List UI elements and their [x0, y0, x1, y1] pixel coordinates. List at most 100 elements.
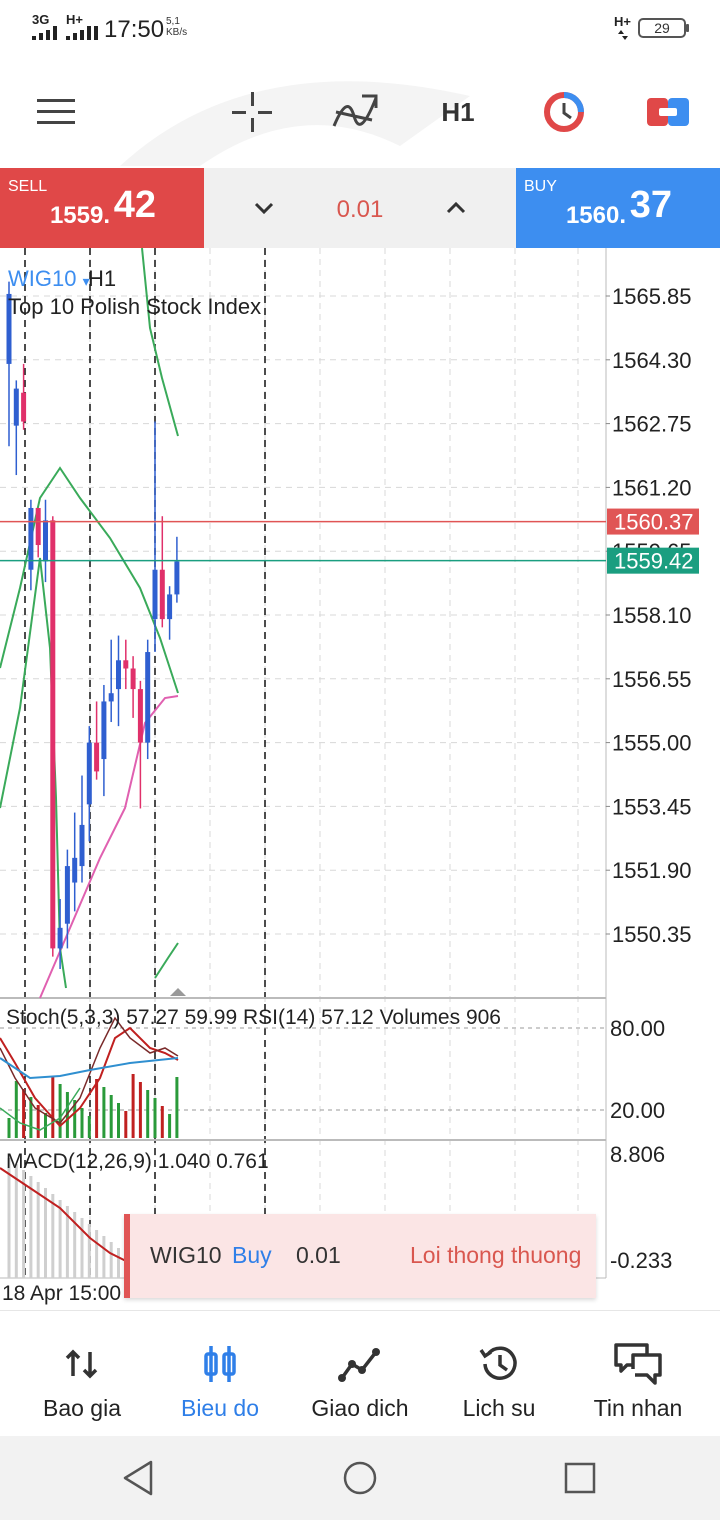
chart-symbol-selector[interactable]: WIG10 ▾: [8, 266, 90, 292]
toast-symbol: WIG10: [150, 1242, 222, 1268]
hamburger-menu-icon: [37, 99, 75, 124]
price-axis-label: 1555.00: [612, 731, 692, 756]
network-speed: 5,1 KB/s: [166, 16, 187, 38]
buy-button[interactable]: BUY 1560. 37: [516, 168, 720, 248]
volume-bar: [124, 1111, 128, 1138]
home-button[interactable]: [338, 1456, 382, 1500]
system-navigation-bar: [0, 1436, 720, 1520]
timeframe-label: H1: [441, 96, 475, 127]
buy-price-main: 1560.: [565, 202, 626, 229]
status-bar: 3G H+ 17:50 5,1 KB/s H+ 29: [0, 0, 720, 56]
chart-description: Top 10 Polish Stock Index: [8, 294, 262, 319]
price-axis-label: 1553.45: [612, 794, 692, 819]
stoch-axis-label: 20.00: [610, 1098, 665, 1123]
trade-line-icon: [335, 1341, 385, 1387]
candle-bearish: [159, 569, 165, 620]
sell-price-big: 42: [113, 184, 156, 226]
stoch-green-line: [0, 1087, 81, 1131]
volume-bar: [80, 1108, 84, 1138]
candle-bullish: [57, 927, 63, 949]
battery-tip: [686, 24, 689, 32]
quotes-arrows-icon: [57, 1341, 107, 1387]
candle-bearish: [130, 668, 136, 690]
volume-bar: [131, 1074, 135, 1138]
price-axis-label: 1561.20: [612, 475, 692, 500]
chart-symbol-arrow-icon: ▾: [82, 273, 90, 289]
speed-unit: KB/s: [166, 27, 188, 38]
nav-history-label: Lich su: [462, 1395, 536, 1421]
candle-bullish: [116, 660, 121, 690]
candle-bullish: [145, 652, 151, 743]
price-axis-label: 1565.85: [612, 284, 692, 309]
macd-histogram-bar: [36, 1182, 40, 1278]
price-axis-label: 1558.10: [612, 603, 692, 628]
nav-quotes[interactable]: Bao gia: [10, 1311, 154, 1437]
ma-pink-line: [39, 695, 179, 999]
nav-trade-label: Giao dich: [311, 1395, 409, 1421]
chart-timeframe: H1: [88, 266, 117, 291]
home-circle-icon: [343, 1461, 377, 1495]
macd-histogram-bar: [22, 1170, 26, 1278]
lot-value[interactable]: 0.01: [336, 196, 384, 223]
nav-chart[interactable]: Bieu do: [148, 1311, 292, 1437]
speed-value: 5,1: [166, 16, 180, 27]
macd-histogram-bar: [58, 1200, 62, 1278]
history-clock-icon: [474, 1341, 524, 1387]
crosshair-button[interactable]: [222, 82, 282, 142]
menu-button[interactable]: [26, 82, 86, 142]
timeframe-button[interactable]: H1: [428, 82, 488, 142]
macd-histogram-bar: [102, 1236, 106, 1278]
macd-axis-label: 8.806: [610, 1142, 665, 1167]
clock-chart-icon: [544, 92, 584, 132]
chevron-up-icon: [446, 202, 466, 214]
chart-symbol: WIG10: [8, 266, 77, 291]
ma-green-line-tail: [154, 942, 179, 979]
trade-mode-button[interactable]: [534, 82, 594, 142]
volume-bar: [65, 1092, 69, 1138]
bid-price-tag-label: 1559.42: [614, 549, 694, 574]
toast-lot: 0.01: [296, 1242, 341, 1268]
nav-trade[interactable]: Giao dich: [288, 1311, 432, 1437]
chart-area[interactable]: 1565.851564.301562.751561.201559.651558.…: [0, 248, 720, 1310]
sell-label: SELL: [8, 178, 48, 195]
lot-increase-button[interactable]: [436, 190, 476, 226]
macd-histogram-bar: [65, 1206, 69, 1278]
order-notification[interactable]: WIG10 Buy 0.01 Loi thong thuong: [124, 1214, 596, 1298]
macd-histogram-bar: [109, 1242, 113, 1278]
candle-bearish: [137, 689, 143, 743]
one-click-trading-button[interactable]: [638, 82, 698, 142]
macd-histogram-bar: [14, 1164, 18, 1278]
chevron-down-icon: [254, 202, 274, 214]
ask-price-tag-label: 1560.37: [614, 510, 694, 535]
stoch-signal-line: [0, 1026, 179, 1128]
candle-bullish: [167, 594, 173, 620]
sell-button[interactable]: SELL 1559. 42: [0, 168, 204, 248]
nav-quotes-label: Bao gia: [42, 1395, 121, 1421]
recents-square-icon: [564, 1462, 596, 1494]
macd-histogram-bar: [95, 1230, 99, 1278]
macd-indicator-label: MACD(12,26,9) 1.040 0.761: [6, 1150, 269, 1173]
macd-histogram-bar: [51, 1194, 55, 1278]
candle-bullish: [108, 693, 114, 702]
one-click-trade-icon: [647, 98, 689, 126]
volume-bar: [146, 1090, 150, 1138]
candle-bearish: [50, 520, 56, 949]
candle-bearish: [94, 742, 100, 772]
volume-bar: [175, 1077, 179, 1138]
nav-history[interactable]: Lich su: [427, 1311, 571, 1437]
recents-button[interactable]: [558, 1456, 602, 1500]
nav-messages[interactable]: Tin nhan: [566, 1311, 710, 1437]
bottom-navigation: Bao gia Bieu do Giao dich Lich su Tin nh…: [0, 1310, 720, 1436]
back-button[interactable]: [116, 1456, 160, 1500]
volume-bar: [117, 1103, 120, 1138]
volume-bar: [102, 1087, 106, 1138]
crosshair-icon: [232, 92, 272, 132]
candle-bullish: [152, 569, 158, 620]
chart-toolbar: H1: [0, 56, 720, 168]
indicators-button[interactable]: [325, 82, 385, 142]
candle-bullish: [72, 857, 78, 883]
signal-strength-icon: [66, 26, 98, 40]
lot-decrease-button[interactable]: [244, 190, 284, 226]
volume-bar: [36, 1105, 40, 1138]
candle-bullish: [174, 561, 180, 595]
